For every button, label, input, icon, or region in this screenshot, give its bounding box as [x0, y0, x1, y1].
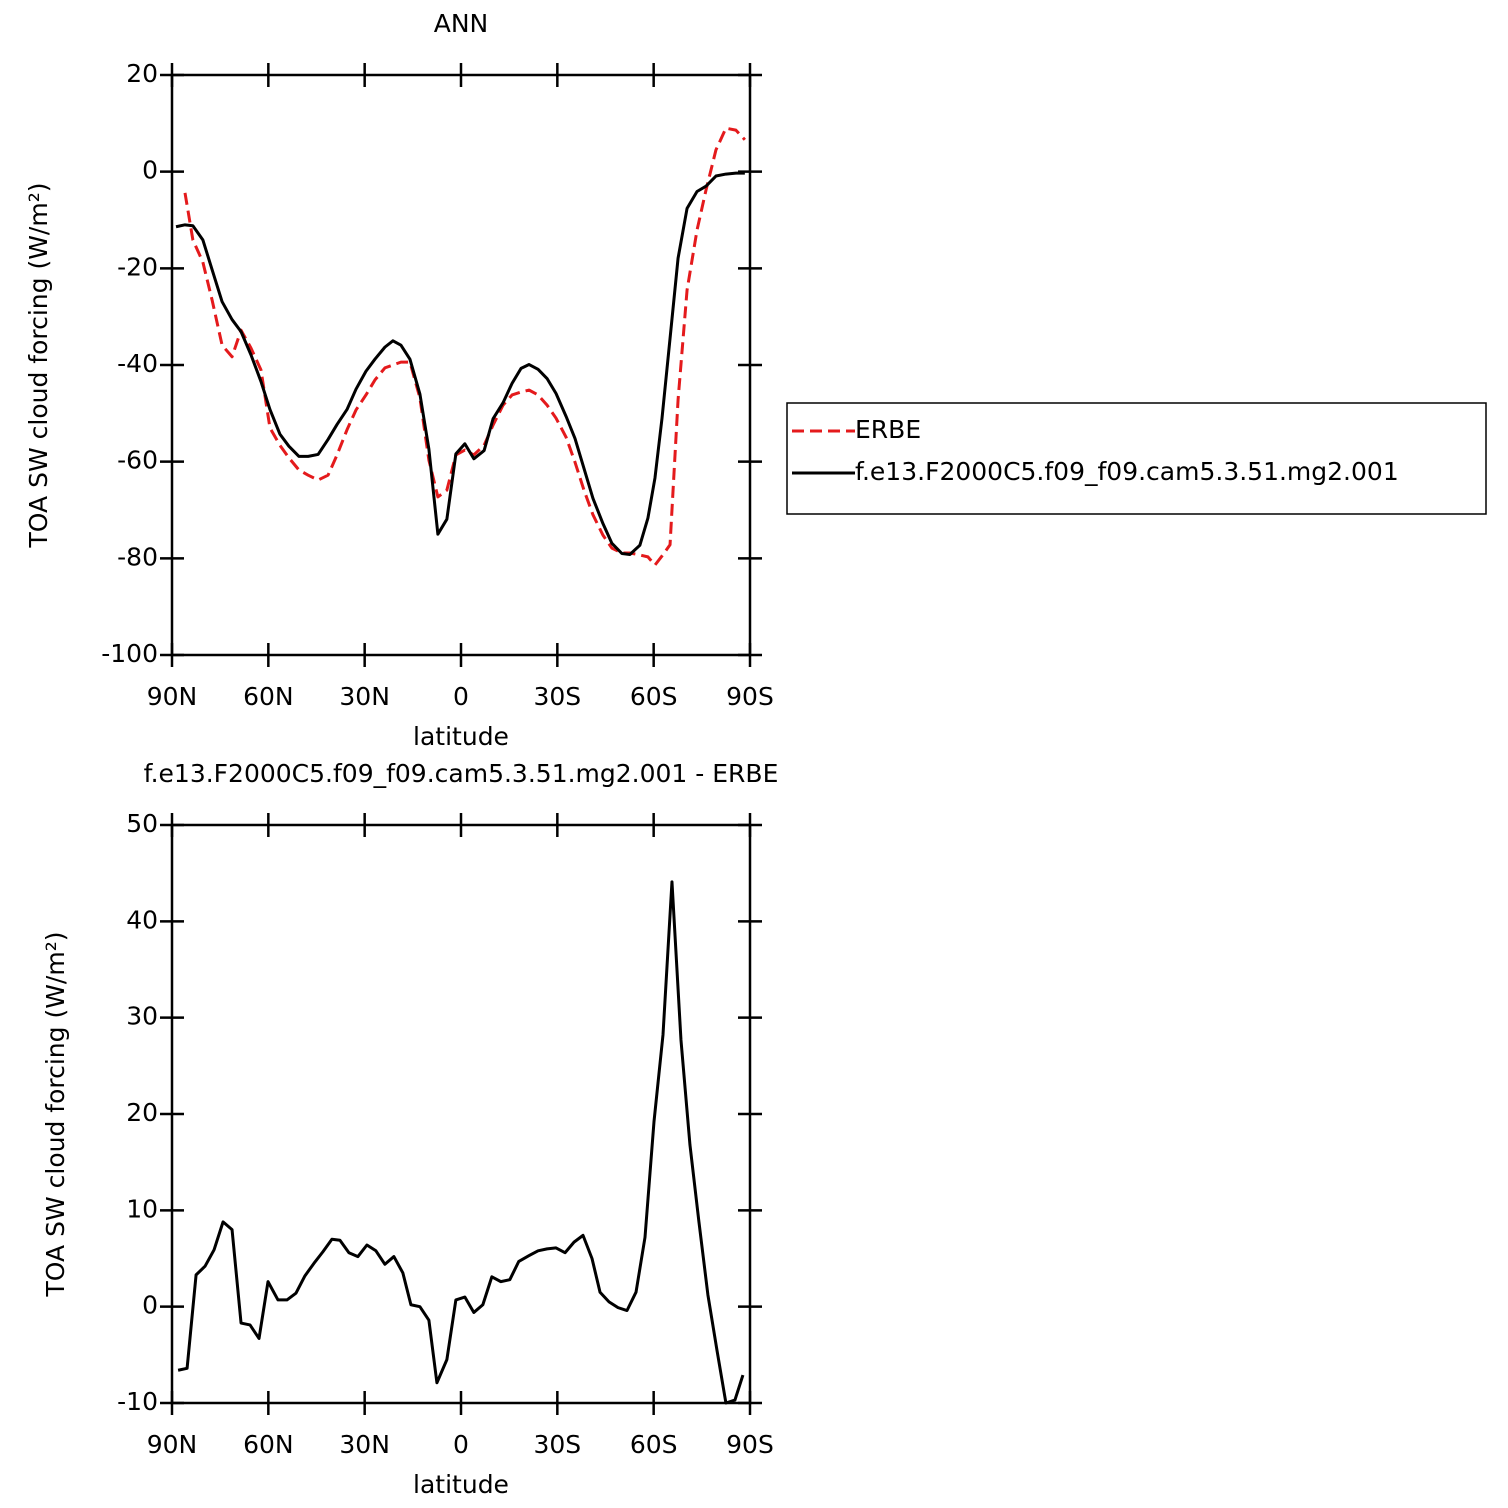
y-tick-label: -40	[117, 349, 158, 378]
panel: f.e13.F2000C5.f09_f09.cam5.3.51.mg2.001 …	[41, 759, 778, 1499]
legend-label: f.e13.F2000C5.f09_f09.cam5.3.51.mg2.001	[855, 457, 1399, 486]
y-tick-label: 0	[142, 156, 158, 185]
chart-title: f.e13.F2000C5.f09_f09.cam5.3.51.mg2.001 …	[144, 759, 779, 788]
data-line	[177, 880, 745, 1405]
x-tick-label: 30S	[533, 1430, 581, 1459]
legend: ERBE f.e13.F2000C5.f09_f09.cam5.3.51.mg2.…	[786, 402, 1487, 515]
x-axis-label: latitude	[413, 722, 509, 751]
x-tick-label: 0	[453, 1430, 469, 1459]
y-tick-label: 20	[126, 1098, 158, 1127]
x-tick-label: 30N	[339, 682, 390, 711]
legend-box	[786, 402, 1487, 515]
y-tick-label: 40	[126, 905, 158, 934]
x-tick-label: 90N	[147, 1430, 198, 1459]
y-tick-label: -60	[117, 446, 158, 475]
y-tick-label: 0	[142, 1291, 158, 1320]
plot-frame	[170, 823, 752, 1405]
x-tick-label: 60S	[630, 682, 678, 711]
legend-label: ERBE	[855, 415, 921, 444]
y-tick-label: 30	[126, 1002, 158, 1031]
x-tick-label: 90N	[147, 682, 198, 711]
chart-title: ANN	[434, 9, 489, 38]
data-line	[183, 126, 746, 567]
x-tick-label: 90S	[726, 1430, 774, 1459]
x-tick-label: 90S	[726, 682, 774, 711]
y-tick-label: -80	[117, 542, 158, 571]
y-tick-label: 50	[126, 809, 158, 838]
x-axis-label: latitude	[413, 1470, 509, 1499]
x-tick-label: 60N	[243, 682, 294, 711]
x-tick-label: 60N	[243, 1430, 294, 1459]
y-axis-label: TOA SW cloud forcing (W/m²)	[41, 932, 70, 1298]
y-tick-label: -100	[101, 639, 158, 668]
x-tick-label: 60S	[630, 1430, 678, 1459]
y-axis-label: TOA SW cloud forcing (W/m²)	[24, 183, 53, 549]
x-tick-label: 0	[453, 682, 469, 711]
y-tick-label: -20	[117, 252, 158, 281]
y-tick-label: 20	[126, 59, 158, 88]
y-tick-label: -10	[117, 1387, 158, 1416]
panel: ANN -100 -80 -60 -40 -20 0 20 90N 60N 30N 0 30S 60S 90…	[24, 9, 1487, 751]
x-tick-label: 30N	[339, 1430, 390, 1459]
plot-frame	[170, 73, 752, 657]
y-tick-label: 10	[126, 1194, 158, 1223]
x-tick-label: 30S	[533, 682, 581, 711]
data-line	[175, 171, 745, 556]
